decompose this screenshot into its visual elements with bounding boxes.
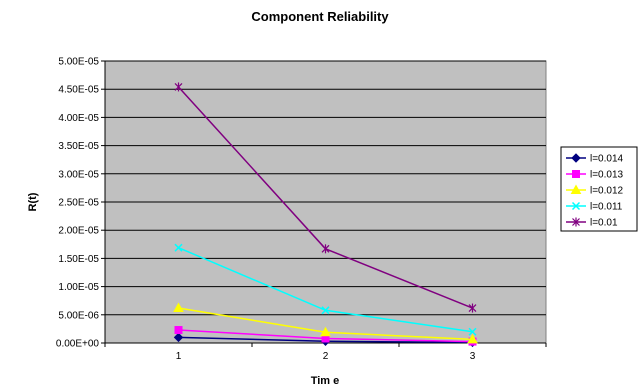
y-tick-label: 1.50E-05: [58, 254, 99, 265]
legend-item: l=0.011: [566, 202, 623, 213]
y-tick-label: 3.50E-05: [58, 141, 99, 152]
y-tick-label: 5.00E-05: [58, 57, 99, 68]
data-point: [173, 332, 184, 343]
y-tick-label: 2.00E-05: [58, 226, 99, 237]
data-point: [468, 327, 477, 336]
legend-marker: [572, 170, 580, 178]
legend-label: l=0.013: [590, 170, 624, 181]
y-axis-label: R(t): [27, 192, 39, 211]
y-tick-label: 0.00E+00: [56, 339, 100, 350]
data-point: [321, 306, 330, 315]
chart-title: Component Reliability: [251, 9, 389, 24]
series-2: [173, 302, 478, 344]
x-tick-label: 1: [176, 351, 182, 362]
data-point: [174, 243, 183, 252]
legend-label: l=0.011: [590, 202, 623, 213]
legend-item: l=0.012: [566, 184, 624, 197]
x-tick-label: 2: [323, 351, 329, 362]
series-4: [174, 82, 477, 313]
legend-marker: [571, 201, 581, 211]
y-tick-label: 3.00E-05: [58, 169, 99, 180]
data-point: [467, 333, 478, 344]
legend-label: l=0.01: [590, 218, 618, 229]
y-tick-label: 4.00E-05: [58, 113, 99, 124]
legend-marker: [570, 184, 582, 194]
x-axis-label: Tim e: [311, 375, 340, 387]
data-point: [468, 303, 477, 313]
y-tick-label: 4.50E-05: [58, 85, 99, 96]
data-point: [320, 326, 331, 337]
data-point: [321, 244, 330, 254]
y-tick-label: 1.00E-05: [58, 282, 99, 293]
legend-label: l=0.014: [590, 154, 624, 165]
y-tick-label: 2.50E-05: [58, 198, 99, 209]
data-point: [174, 326, 183, 335]
legend-marker: [571, 153, 581, 163]
data-point: [173, 302, 184, 313]
legend-label: l=0.012: [590, 186, 624, 197]
legend-item: l=0.014: [566, 153, 624, 165]
legend: l=0.014 l=0.013 l=0.012 l=0.011 l=0.01: [560, 146, 638, 232]
legend-marker: [572, 217, 580, 227]
legend-item: l=0.013: [566, 170, 624, 181]
legend-item: l=0.01: [566, 217, 618, 229]
y-tick-label: 5.00E-06: [58, 310, 99, 321]
series-3: [174, 243, 477, 336]
y-axis: 0.00E+00 5.00E-06 1.00E-05 1.50E-05 2.00E-05…: [56, 57, 106, 350]
x-tick-label: 3: [470, 351, 476, 362]
data-point: [174, 82, 183, 92]
series-layer: [173, 82, 478, 348]
